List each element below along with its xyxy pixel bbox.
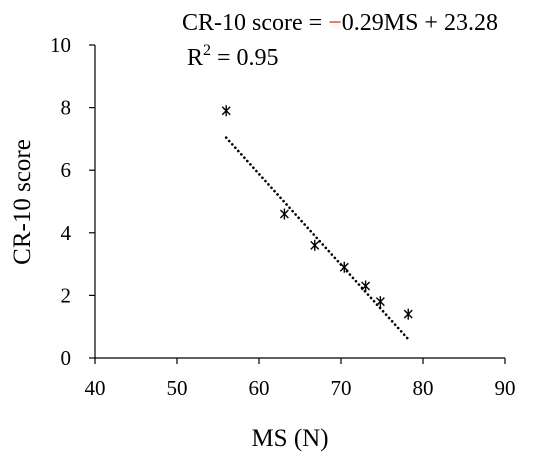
regression-equation: CR-10 score = −0.29MS + 23.28	[182, 10, 498, 36]
r-squared-superscript: 2	[203, 42, 211, 59]
x-tick-label: 50	[167, 376, 188, 400]
x-tick-label: 60	[249, 376, 270, 400]
trendline	[224, 136, 410, 341]
data-point	[403, 308, 413, 320]
y-tick-label: 0	[61, 346, 72, 370]
tick-labels: 0 2 4 6 8 10 40 50 60 70 80 90	[50, 33, 516, 400]
equation-rhs: 0.29MS + 23.28	[342, 10, 498, 36]
data-point	[221, 105, 231, 117]
y-tick-label: 2	[61, 283, 72, 307]
y-tick-label: 6	[61, 158, 72, 182]
y-axis-title: CR-10 score	[9, 139, 36, 265]
x-tick-label: 80	[413, 376, 434, 400]
y-tick-label: 4	[61, 221, 72, 245]
data-point	[339, 261, 349, 273]
data-point	[361, 280, 371, 292]
equation-lhs: CR-10 score =	[182, 10, 328, 36]
data-point	[310, 239, 320, 251]
y-tick-label: 8	[61, 96, 72, 120]
data-point	[279, 208, 289, 220]
data-points	[221, 105, 413, 320]
r-squared-value: = 0.95	[211, 45, 279, 71]
equation-minus-sign: −	[328, 10, 342, 36]
y-tick-label: 10	[50, 33, 71, 57]
r-squared-label: R	[187, 45, 203, 71]
x-tick-label: 40	[85, 376, 106, 400]
trendline-group	[224, 136, 410, 341]
r-squared: R2 = 0.95	[187, 42, 279, 71]
x-tick-label: 90	[495, 376, 516, 400]
x-tick-label: 70	[331, 376, 352, 400]
data-point	[375, 296, 385, 308]
axes	[89, 44, 506, 364]
x-axis-title: MS (N)	[251, 425, 328, 452]
